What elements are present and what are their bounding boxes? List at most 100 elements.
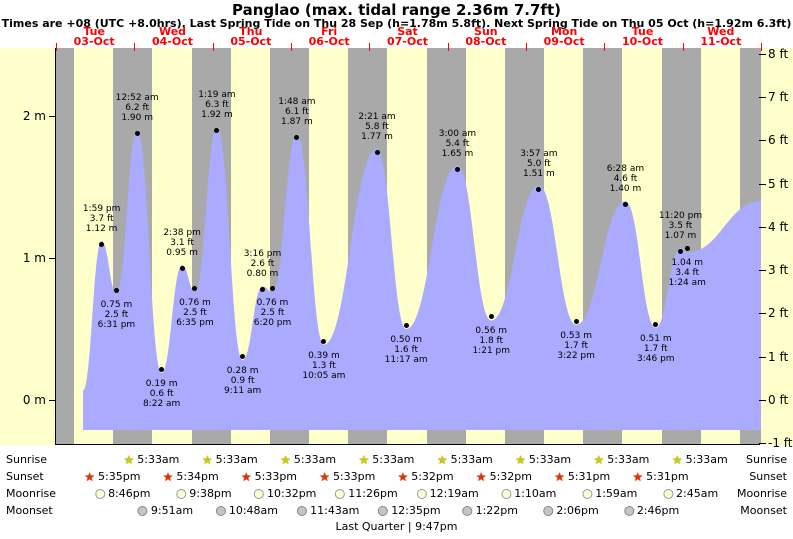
right-axis-tick (759, 443, 766, 445)
left-axis-tick (49, 258, 56, 259)
sunset-entry: ★ 5:34pm (163, 470, 219, 483)
moonrise-entry: 10:32pm (254, 487, 316, 500)
tide-event-label: 1.04 m 3.4 ft 1:24 am (669, 258, 706, 288)
day-date: 06-Oct (308, 35, 350, 48)
sunrise-star-icon: ★ (515, 452, 526, 467)
tide-point-dot (403, 323, 409, 328)
tide-label-line: 0.51 m (639, 333, 672, 344)
tide-label-line: 4.6 ft (613, 174, 638, 185)
moonset-entry: 2:06pm (543, 504, 599, 517)
sunrise-entry: ★ 5:33am (123, 453, 179, 466)
astro-row-label-left: Sunset (6, 470, 44, 483)
astro-time: 12:19am (429, 487, 479, 500)
tide-label-line: 0.53 m (560, 330, 592, 341)
tide-label-line: 3:00 am (438, 128, 477, 139)
left-axis-tick (49, 400, 56, 401)
sunrise-star-icon: ★ (593, 452, 605, 467)
tide-point-dot (192, 286, 198, 292)
tide-label-line: 1:48 am (278, 97, 316, 108)
right-axis-tick (759, 356, 766, 358)
moonset-circle-icon (543, 505, 554, 516)
tide-curve-svg (83, 127, 761, 430)
astro-time: 1:22pm (475, 504, 518, 517)
day-name: Tue (631, 25, 654, 38)
tide-label-line: 0.50 m (390, 335, 422, 345)
tide-event-label: 0.76 m 2.5 ft 6:35 pm (176, 298, 214, 328)
moonrise-entry: 9:38pm (176, 487, 232, 500)
tide-point-dot (622, 202, 628, 208)
tide-label-line: 5.8 ft (365, 121, 389, 132)
tide-event-label: 0.53 m 1.7 ft 3:22 pm (557, 331, 595, 361)
right-axis-tick (759, 400, 766, 401)
sunset-star-icon: ★ (475, 469, 487, 484)
tide-label-line: 1.77 m (361, 131, 393, 142)
tide-label-line: 10:05 am (302, 370, 346, 381)
right-axis-label: 6 ft (768, 133, 789, 148)
astro-row-label-left: Sunrise (6, 453, 48, 466)
day-name: Mon (550, 25, 578, 38)
tide-event-label: 12:52 am 6.2 ft 1.90 m (116, 93, 159, 123)
day-label: Wed 11-Oct (700, 25, 741, 47)
moon-phase-footer: Last Quarter | 9:47pm (335, 520, 458, 533)
astro-time: 5:35pm (98, 470, 141, 483)
tide-label-line: 6.3 ft (205, 100, 229, 111)
astro-row-label-right: Sunset (749, 470, 787, 483)
tide-label-line: 1.12 m (85, 223, 118, 234)
tide-label-line: 1.51 m (523, 168, 555, 179)
tide-event-label: 3:00 am 5.4 ft 1.65 m (439, 129, 476, 159)
tide-label-line: 2.5 ft (183, 308, 207, 319)
day-name: Wed (707, 25, 735, 38)
astro-time: 5:32pm (411, 470, 454, 483)
tide-event-label: 1:59 pm 3.7 ft 1.12 m (83, 204, 121, 234)
moonrise-circle-icon (95, 488, 106, 499)
tide-event-label: 0.19 m 0.6 ft 8:22 am (143, 379, 180, 409)
sunrise-entry: ★ 5:33am (437, 453, 493, 466)
tide-event-label: 0.28 m 0.9 ft 9:11 am (224, 366, 261, 396)
tide-event-label: 1:19 am 6.3 ft 1.92 m (198, 90, 235, 120)
sunrise-star-icon: ★ (280, 452, 291, 467)
right-axis-label: 7 ft (768, 90, 789, 105)
tide-label-line: 1.6 ft (394, 345, 419, 355)
day-boundary-tick (212, 43, 214, 51)
sunrise-star-icon: ★ (358, 452, 370, 467)
moonset-entry: 11:43am (297, 504, 359, 517)
astro-time: 12:35pm (391, 504, 441, 517)
tide-label-line: 1:21 pm (472, 346, 511, 357)
tide-point-dot (294, 135, 300, 141)
astro-row-sunrise: Sunrise Sunrise ★ 5:33am ★ 5:33am ★ 5:33am ★ 5:33… (0, 452, 793, 469)
day-date: 10-Oct (621, 35, 664, 48)
tide-label-line: 3:16 pm (243, 249, 282, 260)
tide-event-label: 0.76 m 2.5 ft 6:20 pm (254, 298, 292, 328)
astro-time: 5:33am (137, 453, 180, 466)
tide-label-line: 0.80 m (246, 269, 279, 280)
tide-area-path (83, 127, 761, 430)
tide-point-dot (684, 246, 690, 252)
tide-label-line: 12:52 am (115, 93, 159, 104)
tide-point-dot (454, 166, 460, 172)
day-date: 04-Oct (151, 35, 194, 48)
tide-label-line: 1:59 pm (82, 203, 121, 214)
moonset-entry: 10:48am (215, 504, 278, 517)
sunrise-entry: ★ 5:33am (280, 453, 336, 466)
sunset-entry: ★ 5:33pm (319, 470, 375, 483)
right-axis-label: 8 ft (768, 46, 789, 61)
moonrise-entry: 12:19am (416, 487, 479, 500)
right-axis-tick (759, 270, 766, 272)
tide-point-dot (134, 131, 140, 137)
day-name: Sat (397, 25, 418, 38)
tide-label-line: 2.5 ft (260, 308, 285, 319)
tide-label-line: 6.1 ft (285, 107, 309, 118)
sunrise-star-icon: ★ (436, 452, 448, 467)
day-name: Fri (321, 25, 338, 38)
tide-point-dot (99, 241, 105, 247)
tide-event-label: 0.39 m 1.3 ft 10:05 am (302, 351, 345, 381)
sunset-star-icon: ★ (554, 469, 565, 484)
tide-label-line: 11:17 am (384, 355, 428, 365)
astro-row-moonset: Moonset Moonset 9:51am 10:48am 11:43am 12:35p… (0, 503, 793, 520)
left-axis-label: 1 m (22, 251, 46, 265)
tide-label-line: 3.1 ft (170, 238, 194, 249)
tide-label-line: 3.5 ft (668, 221, 693, 232)
right-axis-label: 2 ft (768, 306, 789, 321)
sunrise-star-icon: ★ (201, 452, 213, 467)
